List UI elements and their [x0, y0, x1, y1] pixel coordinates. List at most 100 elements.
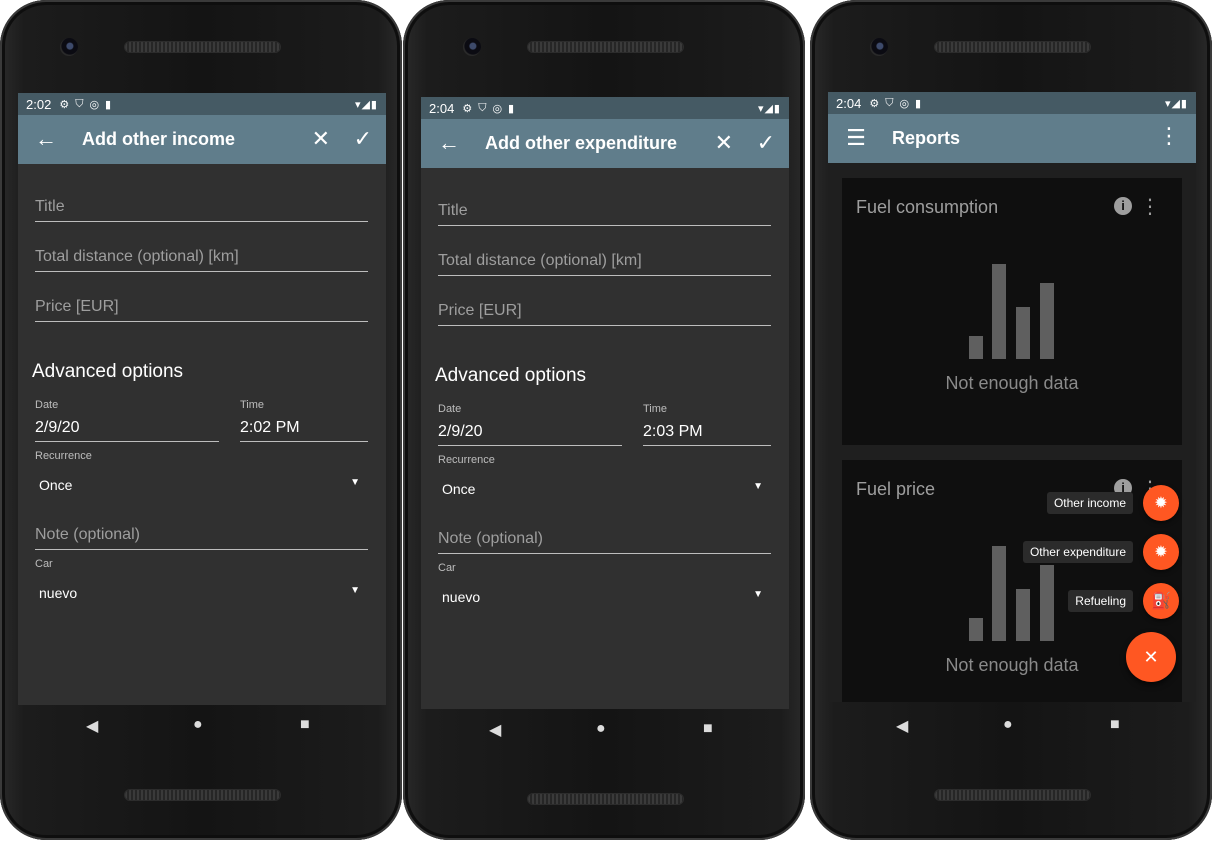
status-time: 2:04 — [429, 100, 455, 116]
app-bar: ☰ Reports ⋮ — [828, 114, 1196, 163]
earpiece-speaker — [935, 42, 1090, 52]
car-dropdown[interactable]: nuevo ▼ — [35, 579, 368, 609]
sd-card-status-icon: ▮ — [915, 97, 922, 110]
fab-action-other-income[interactable]: Other income ✹ — [1046, 485, 1179, 521]
price-placeholder: Price [EUR] — [438, 302, 522, 319]
car-dropdown[interactable]: nuevo ▼ — [438, 583, 771, 613]
sync-status-icon: ◎ — [899, 97, 910, 110]
status-time: 2:04 — [836, 95, 862, 111]
page-title: Add other income — [82, 129, 236, 149]
time-label: Time — [240, 399, 265, 411]
status-bar: 2:04 ⚙ ⛉ ◎ ▮ ▾◢▮ — [421, 97, 789, 119]
nav-recents-icon[interactable]: ■ — [300, 716, 310, 733]
dropdown-arrow-icon: ▼ — [350, 585, 360, 596]
fab-action-other-expenditure[interactable]: Other expenditure ✹ — [1022, 534, 1179, 570]
price-input[interactable]: Price [EUR] — [438, 293, 771, 326]
fab-label[interactable]: Other expenditure — [1022, 541, 1133, 563]
title-input[interactable]: Title — [35, 189, 368, 222]
empty-state-text: Not enough data — [945, 655, 1079, 675]
screen-reports: 2:04 ⚙ ⛉ ◎ ▮ ▾◢▮ ☰ Reports ⋮ Fuel consum… — [828, 92, 1196, 702]
fab-action-refueling[interactable]: Refueling ⛽ — [1068, 583, 1179, 619]
nav-recents-icon[interactable]: ■ — [1110, 716, 1120, 733]
recurrence-value: Once — [442, 481, 476, 497]
recurrence-value: Once — [39, 477, 73, 493]
nav-home-icon[interactable]: ● — [1003, 716, 1013, 733]
gear-icon[interactable]: ✹ — [1143, 485, 1179, 521]
title-placeholder: Title — [438, 202, 468, 219]
bottom-speaker — [935, 790, 1090, 800]
fuel-pump-icon[interactable]: ⛽ — [1143, 583, 1179, 619]
earpiece-speaker — [528, 42, 683, 52]
settings-status-icon: ⚙ — [462, 102, 473, 115]
more-vert-icon[interactable]: ⋮ — [1140, 196, 1160, 218]
status-time: 2:02 — [26, 96, 52, 112]
note-placeholder: Note (optional) — [438, 530, 543, 547]
system-nav-bar: ◀ ● ■ — [870, 716, 1150, 736]
title-input[interactable]: Title — [438, 193, 771, 226]
check-icon[interactable]: ✓ — [756, 130, 775, 155]
settings-status-icon: ⚙ — [869, 97, 880, 110]
fab-label[interactable]: Other income — [1046, 492, 1133, 514]
date-field[interactable]: 2/9/20 — [35, 411, 219, 442]
nav-back-icon[interactable]: ◀ — [489, 722, 502, 739]
date-field[interactable]: 2/9/20 — [438, 415, 622, 446]
phone-frame-1: 2:02 ⚙ ⛉ ◎ ▮ ▾◢▮ ← Add other income ✕ ✓ … — [0, 0, 402, 840]
shield-status-icon: ⛉ — [885, 96, 894, 109]
fab-label[interactable]: Refueling — [1068, 590, 1133, 612]
wifi-signal-battery-icons: ▾◢▮ — [757, 102, 781, 115]
nav-recents-icon[interactable]: ■ — [703, 720, 713, 737]
fab-close-button[interactable]: ✕ — [1126, 632, 1176, 682]
total-distance-input[interactable]: Total distance (optional) [km] — [35, 239, 368, 272]
advanced-options-heading: Advanced options — [435, 365, 587, 386]
sd-card-status-icon: ▮ — [508, 102, 515, 115]
note-input[interactable]: Note (optional) — [35, 517, 368, 550]
overflow-menu-icon[interactable]: ⋮ — [1158, 123, 1180, 148]
recurrence-dropdown[interactable]: Once ▼ — [35, 471, 368, 501]
advanced-options-heading: Advanced options — [32, 361, 184, 382]
car-value: nuevo — [442, 589, 481, 605]
placeholder-bar — [969, 618, 983, 641]
camera-lens — [60, 38, 78, 56]
report-card-fuel-consumption: Fuel consumption i ⋮ Not enough data — [842, 178, 1182, 445]
price-placeholder: Price [EUR] — [35, 298, 119, 315]
page-title: Add other expenditure — [485, 133, 678, 153]
time-field[interactable]: 2:03 PM — [643, 415, 771, 446]
time-value: 2:03 PM — [643, 423, 703, 440]
hamburger-menu-icon[interactable]: ☰ — [846, 125, 866, 150]
sd-card-status-icon: ▮ — [105, 98, 112, 111]
back-arrow-icon[interactable]: ← — [35, 126, 57, 151]
gear-icon[interactable]: ✹ — [1143, 534, 1179, 570]
card-title: Fuel price — [856, 479, 936, 499]
phone-frame-2: 2:04 ⚙ ⛉ ◎ ▮ ▾◢▮ ← Add other expenditure… — [403, 0, 805, 840]
nav-back-icon[interactable]: ◀ — [86, 718, 99, 735]
info-icon[interactable]: i — [1114, 197, 1132, 215]
nav-back-icon[interactable]: ◀ — [896, 718, 909, 735]
distance-placeholder: Total distance (optional) [km] — [35, 248, 239, 265]
back-arrow-icon[interactable]: ← — [438, 130, 460, 155]
wifi-signal-battery-icons: ▾◢▮ — [354, 98, 378, 111]
phone-frame-3: 2:04 ⚙ ⛉ ◎ ▮ ▾◢▮ ☰ Reports ⋮ Fuel consum… — [810, 0, 1212, 840]
dropdown-arrow-icon: ▼ — [753, 589, 763, 600]
note-input[interactable]: Note (optional) — [438, 521, 771, 554]
app-bar: ← Add other expenditure ✕ ✓ — [421, 119, 789, 168]
date-value: 2/9/20 — [35, 419, 80, 436]
wifi-signal-battery-icons: ▾◢▮ — [1164, 97, 1188, 110]
camera-lens — [463, 38, 481, 56]
close-icon[interactable]: ✕ — [311, 126, 330, 151]
title-placeholder: Title — [35, 198, 65, 215]
nav-home-icon[interactable]: ● — [193, 716, 203, 733]
placeholder-bar — [1016, 307, 1030, 359]
price-input[interactable]: Price [EUR] — [35, 289, 368, 322]
check-icon[interactable]: ✓ — [353, 126, 372, 151]
note-placeholder: Note (optional) — [35, 526, 140, 543]
distance-placeholder: Total distance (optional) [km] — [438, 252, 642, 269]
time-field[interactable]: 2:02 PM — [240, 411, 368, 442]
system-nav-bar: ◀ ● ■ — [60, 716, 340, 736]
nav-home-icon[interactable]: ● — [596, 720, 606, 737]
total-distance-input[interactable]: Total distance (optional) [km] — [438, 243, 771, 276]
placeholder-bar — [992, 264, 1006, 359]
recurrence-dropdown[interactable]: Once ▼ — [438, 475, 771, 505]
date-label: Date — [438, 403, 462, 415]
car-value: nuevo — [39, 585, 78, 601]
close-icon[interactable]: ✕ — [714, 130, 733, 155]
